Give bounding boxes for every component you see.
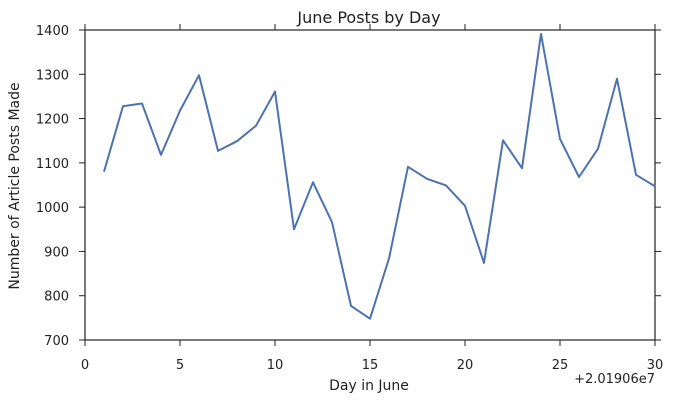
y-tick-label: 1300 <box>36 68 69 83</box>
y-tick-label: 800 <box>44 290 69 305</box>
x-tick-label: 30 <box>647 358 664 373</box>
series-line <box>103 33 656 320</box>
x-axis-ticks: 0 5 10 15 20 25 30 <box>81 24 663 373</box>
x-offset-label: +2.01906e7 <box>574 372 655 387</box>
y-axis-label: Number of Article Posts Made <box>7 82 23 289</box>
series-group <box>103 33 656 320</box>
chart-title: June Posts by Day <box>296 8 440 27</box>
y-tick-label: 900 <box>44 245 69 260</box>
plot-border <box>84 29 656 341</box>
x-tick-label: 20 <box>457 358 474 373</box>
y-axis-ticks: 700 800 900 1000 1100 1200 1300 1400 <box>36 24 661 349</box>
y-tick-label: 1100 <box>36 157 69 172</box>
plot-frame <box>84 29 656 341</box>
x-tick-label: 10 <box>267 358 284 373</box>
x-tick-label: 25 <box>552 358 569 373</box>
x-tick-label: 5 <box>176 358 184 373</box>
x-axis-label: Day in June <box>329 378 409 394</box>
x-tick-label: 15 <box>362 358 379 373</box>
y-tick-label: 700 <box>44 334 69 349</box>
y-tick-label: 1000 <box>36 201 69 216</box>
y-tick-label: 1400 <box>36 24 69 39</box>
y-tick-label: 1200 <box>36 113 69 128</box>
x-tick-label: 0 <box>81 358 89 373</box>
